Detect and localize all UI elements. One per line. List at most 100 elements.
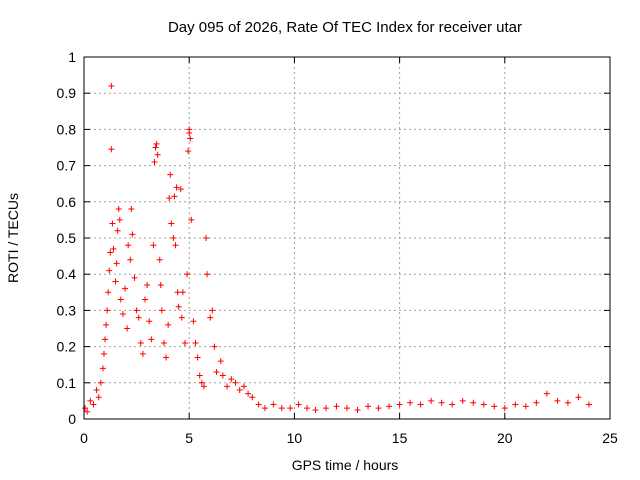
- data-point: [115, 206, 122, 213]
- data-point: [131, 274, 138, 281]
- data-point: [153, 140, 160, 147]
- data-point: [459, 397, 466, 404]
- data-point: [103, 321, 110, 328]
- data-point: [139, 350, 146, 357]
- data-point: [375, 405, 382, 412]
- data-point: [114, 227, 121, 234]
- data-point: [165, 321, 172, 328]
- x-axis-label: GPS time / hours: [292, 457, 399, 473]
- data-point: [106, 267, 113, 274]
- data-point: [116, 216, 123, 223]
- data-point: [184, 271, 191, 278]
- y-tick-label: 0.9: [57, 85, 77, 101]
- data-point: [188, 216, 195, 223]
- data-point: [144, 282, 151, 289]
- data-point: [168, 220, 175, 227]
- data-point: [196, 372, 203, 379]
- data-point: [501, 405, 508, 412]
- data-point: [151, 158, 158, 165]
- data-point: [142, 296, 149, 303]
- data-point: [245, 390, 252, 397]
- data-point: [166, 195, 173, 202]
- data-point: [209, 307, 216, 314]
- y-tick-label: 0.5: [57, 230, 77, 246]
- data-point: [203, 235, 210, 241]
- data-point: [194, 354, 201, 361]
- x-tick-label: 0: [80, 430, 88, 446]
- data-point: [181, 339, 188, 346]
- data-point: [365, 403, 372, 410]
- data-point: [160, 339, 167, 346]
- y-tick-label: 1: [68, 49, 76, 65]
- data-point: [224, 383, 231, 390]
- data-point: [240, 383, 247, 390]
- x-tick-label: 20: [497, 430, 513, 446]
- y-tick-label: 0: [68, 411, 76, 427]
- data-point: [100, 350, 107, 357]
- data-point: [190, 318, 197, 325]
- data-point: [175, 303, 182, 310]
- y-tick-label: 0.6: [57, 194, 77, 210]
- data-point: [172, 242, 179, 249]
- data-point: [270, 401, 277, 408]
- data-point: [386, 403, 393, 410]
- data-point: [261, 405, 268, 412]
- data-point: [154, 151, 161, 158]
- y-tick-label: 0.2: [57, 339, 77, 355]
- data-point: [533, 399, 540, 406]
- data-point: [407, 399, 414, 406]
- data-point: [137, 339, 144, 346]
- data-point: [438, 399, 445, 406]
- data-point: [146, 318, 153, 325]
- data-point: [150, 242, 157, 249]
- data-point: [554, 397, 561, 404]
- data-point: [127, 256, 134, 263]
- data-point: [107, 249, 114, 256]
- data-point: [585, 401, 592, 408]
- data-point: [113, 260, 120, 267]
- data-point: [174, 289, 181, 296]
- axis-ticks: 00.10.20.30.40.50.60.70.80.910 5 10 15 20 25: [57, 49, 618, 446]
- data-point: [109, 220, 116, 227]
- data-point: [157, 282, 164, 289]
- data-point: [110, 245, 117, 252]
- data-point: [105, 289, 112, 296]
- data-point: [512, 401, 519, 408]
- data-point: [470, 399, 477, 406]
- data-point: [236, 387, 243, 394]
- data-point: [417, 401, 424, 408]
- data-point: [156, 256, 163, 263]
- data-point: [133, 307, 140, 314]
- data-point: [84, 408, 91, 415]
- data-point: [543, 390, 550, 397]
- data-point: [185, 148, 192, 155]
- data-point: [177, 186, 184, 193]
- data-point: [304, 405, 311, 412]
- data-point: [97, 379, 104, 386]
- data-point: [186, 126, 193, 133]
- data-point: [187, 135, 194, 142]
- data-point: [117, 296, 124, 303]
- x-tick-label: 5: [185, 430, 193, 446]
- data-point: [108, 146, 115, 153]
- data-point: [295, 401, 302, 408]
- data-point: [575, 394, 582, 401]
- data-point: [178, 314, 185, 321]
- data-point: [207, 314, 214, 321]
- data-point: [108, 82, 115, 89]
- y-tick-label: 0.7: [57, 158, 77, 174]
- data-point: [171, 193, 178, 200]
- data-point: [158, 307, 165, 314]
- data-point: [396, 401, 403, 408]
- data-point: [179, 289, 186, 296]
- data-point: [104, 307, 111, 314]
- data-point: [125, 242, 132, 249]
- data-point: [122, 285, 129, 292]
- data-point: [198, 379, 205, 386]
- data-point: [200, 383, 207, 390]
- plot-frame: [83, 56, 611, 420]
- x-tick-label: 10: [287, 430, 303, 446]
- data-point: [119, 311, 126, 318]
- data-point: [99, 365, 106, 372]
